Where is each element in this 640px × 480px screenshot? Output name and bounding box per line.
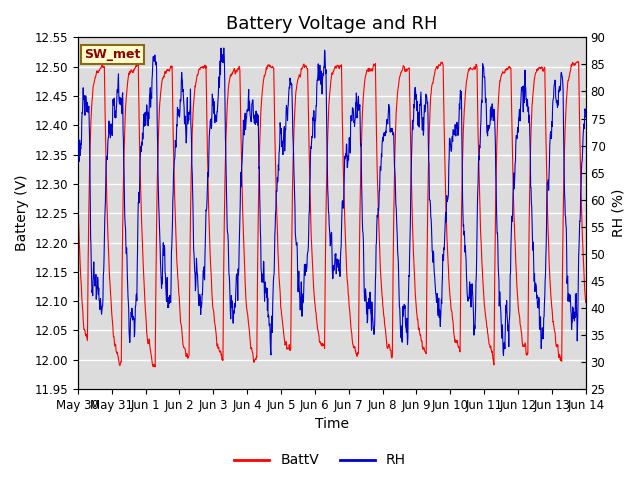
Y-axis label: Battery (V): Battery (V): [15, 175, 29, 252]
X-axis label: Time: Time: [315, 418, 349, 432]
Legend: BattV, RH: BattV, RH: [229, 448, 411, 473]
Text: SW_met: SW_met: [84, 48, 141, 61]
Title: Battery Voltage and RH: Battery Voltage and RH: [226, 15, 438, 33]
Y-axis label: RH (%): RH (%): [611, 189, 625, 238]
